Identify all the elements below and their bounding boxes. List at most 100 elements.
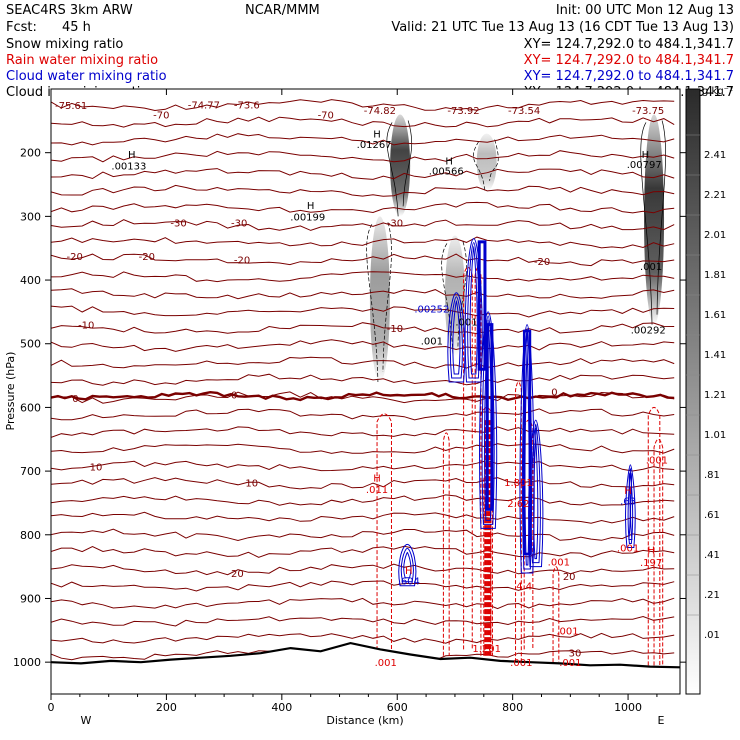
terrain (51, 641, 680, 694)
extremum-label: .001 (640, 262, 662, 273)
isotherm-line (51, 116, 675, 128)
colorbar-label: 1.01 (704, 430, 726, 441)
extremum-label: 1.201 (472, 644, 501, 655)
isotherm-label: 30 (569, 649, 582, 660)
extremum-label: 4.4 (516, 582, 532, 593)
isotherm-line (51, 356, 675, 369)
isotherm-label: -10 (78, 321, 94, 332)
extremum-label: .197 (640, 558, 662, 569)
y-tick-label: 800 (20, 529, 41, 542)
colorbar-unit: g kg⁻¹ (702, 86, 733, 97)
isotherm-line (51, 99, 675, 112)
isotherm-line (51, 288, 675, 300)
isotherm-label: -73.92 (447, 106, 479, 117)
rain-contour (376, 413, 392, 663)
y-tick-label: 500 (20, 338, 41, 351)
freezing-level-line (51, 390, 675, 402)
plot-background (51, 89, 680, 694)
cloud-water-contours (398, 238, 636, 587)
x-tick-label: 400 (271, 701, 292, 714)
isotherm-label: -70 (153, 110, 169, 121)
cloud-water-contour (398, 543, 417, 587)
isotherm-label: -73.6 (234, 100, 260, 111)
colorbar-label: 1.61 (704, 310, 726, 321)
cloud-water-contour (452, 300, 461, 375)
cloud-water-contour (464, 238, 483, 383)
snow-contour (640, 120, 666, 325)
terrain-line (51, 641, 680, 669)
cloud-water-contour (627, 468, 634, 545)
isotherm-line (51, 322, 675, 335)
colorbar-label: 2.21 (704, 190, 726, 201)
colorbar-label: 2.41 (704, 150, 726, 161)
x-tick-label: 0 (48, 701, 55, 714)
isotherm-label: -73.54 (508, 106, 540, 117)
org-label: NCAR/MMM (245, 3, 320, 18)
extremum-label: .604 (398, 577, 420, 588)
extremum-label: .00566 (429, 167, 464, 178)
isotherm-line (51, 580, 675, 592)
plot-area: -75.61 -70 -74.77 -73.6 -70 -74.82 -73.92 -73.5… (51, 99, 680, 694)
legend-entry-name: Snow mixing ratio (6, 37, 123, 52)
cloud-water-contour (447, 292, 466, 383)
isotherm-line (51, 443, 675, 454)
extremum-label: .00797 (627, 160, 662, 171)
extremum-label: H (307, 201, 315, 212)
y-tick-label: 1000 (13, 656, 41, 669)
y-axis-label: Pressure (hPa) (4, 352, 17, 431)
plot-frame (50, 88, 681, 695)
colorbar-label: .01 (704, 630, 720, 641)
isotherm-line (51, 511, 675, 524)
colorbar-label: 1.81 (704, 270, 726, 281)
extremum-label: .001 (421, 337, 443, 348)
isotherm-label: -30 (170, 219, 186, 230)
snow-contour (386, 120, 412, 217)
colorbar-label: 1.21 (704, 390, 726, 401)
extremum-label: H (373, 473, 381, 484)
y-tick-label: 900 (20, 592, 41, 605)
cloud-water-contour (479, 311, 498, 529)
isotherm-line (51, 545, 675, 558)
legend-entry-xy: XY= 124.7,292.0 to 484.1,341.7 (524, 37, 734, 52)
colorbar-label: .21 (704, 590, 720, 601)
isotherm-label: -73.75 (632, 106, 664, 117)
y-tick-label: 300 (20, 210, 41, 223)
rain-contour (463, 266, 473, 650)
west-end-label: W (81, 714, 92, 727)
isotherm-label: 0 (231, 391, 237, 402)
isotherm-line (51, 339, 675, 352)
extremum-label: 1.801 (504, 478, 533, 489)
isotherm-line (51, 305, 675, 318)
extremum-label: H (128, 150, 136, 161)
snow-shading (366, 114, 666, 382)
y-tick-label: 200 (20, 147, 41, 160)
rain-contour (647, 406, 661, 666)
extremum-label: .63 (620, 496, 636, 507)
valid-label: Valid: 21 UTC Tue 13 Aug 13 (16 CDT Tue … (391, 20, 734, 35)
isotherm-line (51, 168, 675, 180)
isotherm-label: -20 (139, 252, 155, 263)
extremum-label: .001 (556, 626, 578, 637)
colorbar-label: .41 (704, 550, 720, 561)
isotherm-line (51, 426, 675, 438)
snow-contour (441, 241, 467, 357)
isotherm-line (51, 477, 675, 490)
y-tick-label: 400 (20, 274, 41, 287)
isotherm-line (51, 253, 675, 267)
isotherm-label: 20 (563, 572, 576, 583)
snow-plume (369, 216, 390, 382)
axes: 0 200 400 600 800 100020030040050060070080090… (13, 89, 686, 714)
rain-contour (653, 438, 664, 666)
isotherm-line (51, 133, 675, 146)
cloud-water-contour (530, 423, 541, 564)
legend-entry-xy: XY= 124.7,292.0 to 484.1,341.7 (524, 69, 734, 84)
init-label: Init: 00 UTC Mon 12 Aug 13 (556, 3, 734, 18)
snow-plume (390, 114, 411, 217)
extremum-label: 2.62 (507, 499, 529, 510)
isotherm-label: 10 (90, 463, 103, 474)
fcst-label: Fcst: (6, 20, 37, 35)
x-tick-label: 200 (156, 701, 177, 714)
extremum-label: H (445, 156, 453, 167)
colorbar-label: .81 (704, 470, 720, 481)
snow-contour (366, 222, 392, 382)
